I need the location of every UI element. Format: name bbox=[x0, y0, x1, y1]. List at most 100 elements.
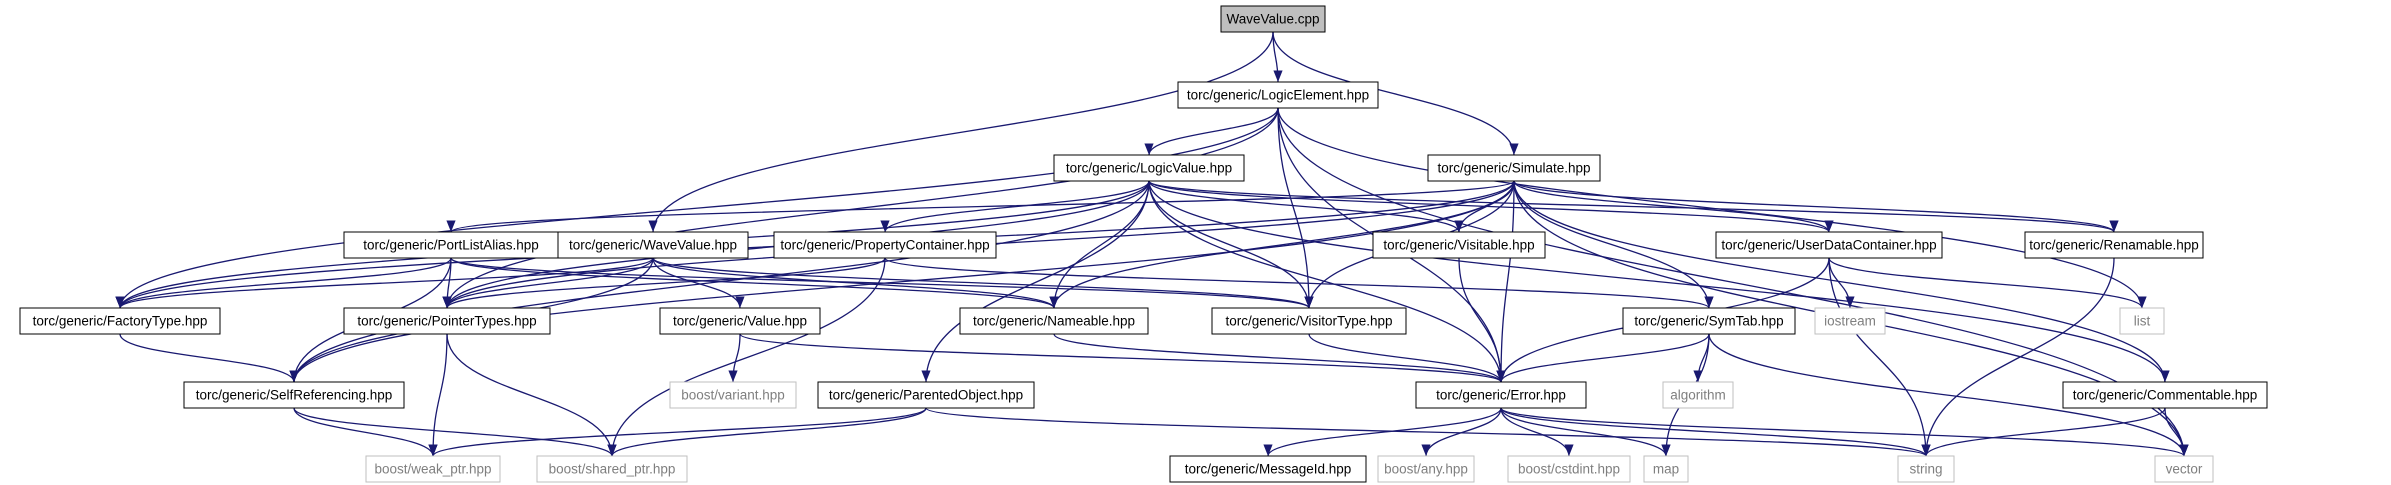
node-label: boost/cstdint.hpp bbox=[1518, 462, 1620, 477]
node-label: torc/generic/PropertyContainer.hpp bbox=[780, 238, 989, 253]
node-boost-any: boost/any.hpp bbox=[1377, 455, 1475, 483]
node-box bbox=[2154, 455, 2214, 483]
node-box bbox=[2024, 231, 2204, 259]
edge-value-to-boost-variant bbox=[728, 333, 741, 383]
edge-logic-value-to-error bbox=[1148, 180, 1506, 383]
edge-commentable-to-string bbox=[1921, 407, 2166, 457]
node-label: torc/generic/Commentable.hpp bbox=[2073, 388, 2258, 403]
edge-commentable-to-vector bbox=[2164, 407, 2189, 457]
edge-port-list-alias-to-factory-type bbox=[115, 257, 452, 309]
node-label: torc/generic/PointerTypes.hpp bbox=[357, 314, 536, 329]
node-visitor-type[interactable]: torc/generic/VisitorType.hpp bbox=[1211, 307, 1407, 335]
edge-property-container-to-pointer-types bbox=[442, 257, 886, 309]
node-vector: vector bbox=[2154, 455, 2214, 483]
edge-sym-tab-to-error bbox=[1496, 333, 1710, 383]
node-logic-value[interactable]: torc/generic/LogicValue.hpp bbox=[1053, 154, 1245, 182]
node-iostream: iostream bbox=[1814, 307, 1886, 335]
node-label: vector bbox=[2166, 462, 2203, 477]
node-value[interactable]: torc/generic/Value.hpp bbox=[659, 307, 821, 335]
node-nameable[interactable]: torc/generic/Nameable.hpp bbox=[959, 307, 1149, 335]
edge-wave-value-to-pointer-types bbox=[442, 257, 654, 309]
node-string: string bbox=[1897, 455, 1955, 483]
edge-wavevalue-cpp-to-simulate bbox=[1272, 31, 1519, 156]
edge-parented-object-to-boost-shared-ptr bbox=[607, 407, 927, 457]
edge-port-list-alias-to-nameable bbox=[450, 257, 1059, 309]
node-label: torc/generic/SelfReferencing.hpp bbox=[196, 388, 393, 403]
node-port-list-alias[interactable]: torc/generic/PortListAlias.hpp bbox=[343, 231, 559, 259]
edge-error-to-boost-any bbox=[1421, 407, 1502, 457]
node-box bbox=[1622, 307, 1796, 335]
node-box bbox=[1897, 455, 1955, 483]
edge-error-to-map bbox=[1500, 407, 1671, 457]
node-box bbox=[1377, 455, 1475, 483]
node-list: list bbox=[2119, 307, 2165, 335]
node-self-referencing[interactable]: torc/generic/SelfReferencing.hpp bbox=[183, 381, 405, 409]
node-box bbox=[536, 455, 688, 483]
edge-renamable-to-string bbox=[1921, 257, 2115, 457]
node-box bbox=[1814, 307, 1886, 335]
edge-port-list-alias-to-visitor-type bbox=[450, 257, 1314, 309]
node-boost-cstdint: boost/cstdint.hpp bbox=[1507, 455, 1631, 483]
node-box bbox=[773, 231, 997, 259]
node-box bbox=[1715, 231, 1943, 259]
edge-logic-element-to-logic-value bbox=[1144, 107, 1279, 156]
edge-logic-value-to-user-data-container bbox=[1148, 180, 1834, 233]
node-factory-type[interactable]: torc/generic/FactoryType.hpp bbox=[19, 307, 221, 335]
edge-wave-value-to-visitor-type bbox=[652, 257, 1314, 309]
node-logic-element[interactable]: torc/generic/LogicElement.hpp bbox=[1177, 81, 1379, 109]
edge-logic-value-to-property-container bbox=[880, 180, 1150, 233]
node-box bbox=[959, 307, 1149, 335]
edge-logic-element-to-factory-type bbox=[115, 107, 1279, 309]
node-sym-tab[interactable]: torc/generic/SymTab.hpp bbox=[1622, 307, 1796, 335]
edge-wave-value-to-value bbox=[652, 257, 745, 309]
node-label: torc/generic/LogicValue.hpp bbox=[1066, 161, 1232, 176]
node-box bbox=[817, 381, 1035, 409]
node-commentable[interactable]: torc/generic/Commentable.hpp bbox=[2062, 381, 2268, 409]
node-box bbox=[1427, 154, 1601, 182]
edge-simulate-to-renamable bbox=[1513, 180, 2119, 233]
edge-wave-value-to-nameable bbox=[652, 257, 1059, 309]
node-box bbox=[343, 307, 551, 335]
node-map: map bbox=[1643, 455, 1689, 483]
edge-error-to-vector bbox=[1500, 407, 2189, 457]
node-box bbox=[183, 381, 405, 409]
node-wave-value[interactable]: torc/generic/WaveValue.hpp bbox=[557, 231, 749, 259]
node-label: boost/variant.hpp bbox=[681, 388, 785, 403]
node-box bbox=[1177, 81, 1379, 109]
node-wavevalue-cpp[interactable]: WaveValue.cpp bbox=[1220, 5, 1326, 33]
edge-wave-value-to-factory-type bbox=[115, 257, 654, 309]
node-renamable[interactable]: torc/generic/Renamable.hpp bbox=[2024, 231, 2204, 259]
node-message-id[interactable]: torc/generic/MessageId.hpp bbox=[1169, 455, 1367, 483]
node-parented-object[interactable]: torc/generic/ParentedObject.hpp bbox=[817, 381, 1035, 409]
node-box bbox=[669, 381, 797, 409]
node-user-data-container[interactable]: torc/generic/UserDataContainer.hpp bbox=[1715, 231, 1943, 259]
edge-error-to-message-id bbox=[1263, 407, 1502, 457]
node-label: torc/generic/WaveValue.hpp bbox=[569, 238, 737, 253]
edge-logic-value-to-parented-object bbox=[921, 180, 1150, 383]
node-label: torc/generic/Renamable.hpp bbox=[2029, 238, 2199, 253]
node-box bbox=[343, 231, 559, 259]
node-label: torc/generic/Simulate.hpp bbox=[1437, 161, 1590, 176]
edge-property-container-to-sym-tab bbox=[884, 257, 1714, 309]
node-error[interactable]: torc/generic/Error.hpp bbox=[1415, 381, 1587, 409]
file-nodes: WaveValue.cpp torc/generic/LogicElement.h… bbox=[19, 5, 2268, 483]
node-label: torc/generic/FactoryType.hpp bbox=[33, 314, 208, 329]
edge-pointer-types-to-boost-weak-ptr bbox=[428, 333, 448, 457]
node-visitable[interactable]: torc/generic/Visitable.hpp bbox=[1372, 231, 1546, 259]
edge-error-to-boost-cstdint bbox=[1500, 407, 1574, 457]
node-property-container[interactable]: torc/generic/PropertyContainer.hpp bbox=[773, 231, 997, 259]
node-box bbox=[1372, 231, 1546, 259]
node-label: map bbox=[1653, 462, 1679, 477]
node-box bbox=[2062, 381, 2268, 409]
edge-parented-object-to-boost-weak-ptr bbox=[428, 407, 927, 457]
node-label: string bbox=[1909, 462, 1942, 477]
node-simulate[interactable]: torc/generic/Simulate.hpp bbox=[1427, 154, 1601, 182]
edge-user-data-container-to-list bbox=[1828, 257, 2147, 309]
node-label: boost/weak_ptr.hpp bbox=[374, 462, 491, 477]
node-label: torc/generic/PortListAlias.hpp bbox=[363, 238, 539, 253]
edge-simulate-to-port-list-alias bbox=[446, 180, 1515, 233]
node-pointer-types[interactable]: torc/generic/PointerTypes.hpp bbox=[343, 307, 551, 335]
node-box bbox=[1053, 154, 1245, 182]
node-label: WaveValue.cpp bbox=[1226, 12, 1319, 27]
